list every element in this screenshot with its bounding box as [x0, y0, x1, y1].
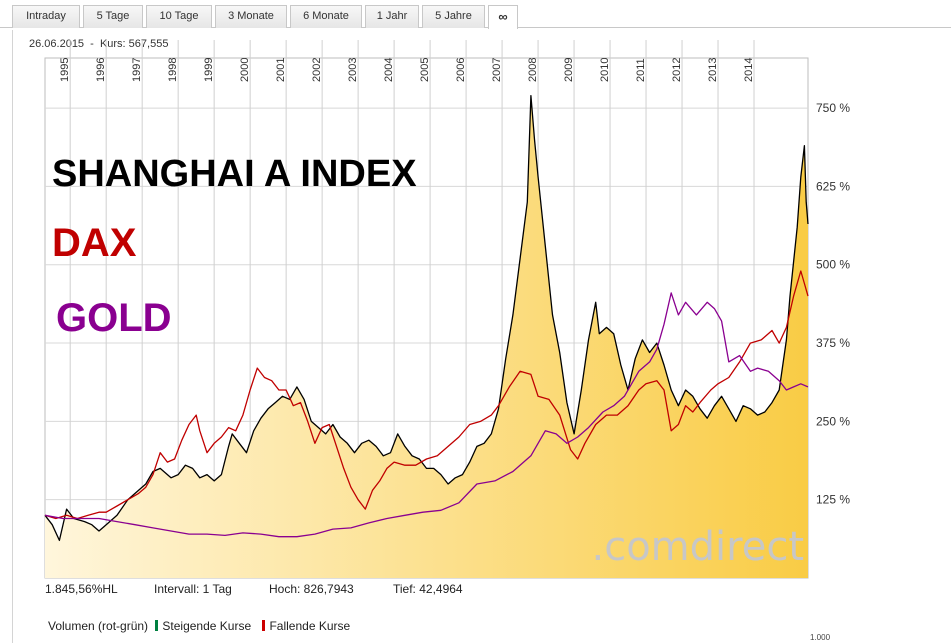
x-tick-label: 1995	[59, 58, 71, 82]
annotation-1: DAX	[52, 221, 137, 265]
low-stat: Tief: 42,4964	[393, 582, 463, 596]
x-tick-label: 1996	[95, 58, 107, 82]
series-area-0	[45, 95, 808, 578]
x-tick-label: 2006	[455, 58, 467, 82]
series-line-2	[44, 292, 809, 538]
x-tick-label: 2012	[671, 58, 683, 82]
rising-label: Steigende Kurse	[162, 619, 252, 633]
y-tick-label: 375 %	[816, 336, 850, 350]
tab-5-tage[interactable]: 5 Tage	[83, 5, 143, 28]
x-tick-label: 2001	[275, 58, 287, 82]
tab-10-tage[interactable]: 10 Tage	[146, 5, 212, 28]
series-line-0	[44, 94, 809, 542]
x-tick-label: 2010	[599, 58, 611, 82]
annotation-0: SHANGHAI A INDEX	[52, 153, 417, 195]
rising-legend-item: Steigende Kurse	[155, 619, 255, 633]
y-tick-label: 250 %	[816, 414, 850, 428]
falling-label: Fallende Kurse	[269, 619, 351, 633]
tab-5-jahre[interactable]: 5 Jahre	[422, 5, 485, 28]
x-tick-label: 2000	[239, 58, 251, 82]
annotation-2: GOLD	[56, 296, 172, 340]
x-tick-label: 2002	[311, 58, 323, 82]
volume-legend: Volumen (rot-grün) Steigende Kurse Falle…	[48, 619, 358, 633]
volume-axis-label: 1.000	[810, 633, 831, 642]
y-tick-label: 750 %	[816, 101, 850, 115]
falling-color-mark	[262, 620, 266, 631]
x-tick-label: 2011	[635, 58, 647, 82]
x-tick-label: 2007	[491, 58, 503, 82]
x-tick-label: 1998	[167, 58, 179, 82]
tab-6-monate[interactable]: 6 Monate	[290, 5, 362, 28]
x-tick-label: 1999	[203, 58, 215, 82]
watermark-logo: .comdirect	[592, 524, 805, 570]
tab-intraday[interactable]: Intraday	[12, 5, 80, 28]
x-tick-label: 2008	[527, 58, 539, 82]
tab-max[interactable]: ∞	[488, 5, 518, 29]
x-tick-label: 2004	[383, 58, 395, 82]
volume-label: Volumen (rot-grün)	[48, 619, 149, 633]
x-tick-label: 1997	[131, 58, 143, 82]
x-tick-label: 2013	[707, 58, 719, 82]
falling-legend-item: Fallende Kurse	[262, 619, 354, 633]
change-stat: 1.845,56%HL	[45, 582, 118, 596]
tab-3-monate[interactable]: 3 Monate	[215, 5, 287, 28]
x-tick-label: 2005	[419, 58, 431, 82]
interval-stat: Intervall: 1 Tag	[154, 582, 232, 596]
x-tick-label: 2009	[563, 58, 575, 82]
x-tick-label: 2003	[347, 58, 359, 82]
series-line-1	[44, 270, 809, 520]
rising-color-mark	[155, 620, 159, 631]
y-tick-label: 125 %	[816, 493, 850, 507]
tab-1-jahr[interactable]: 1 Jahr	[365, 5, 419, 28]
y-tick-label: 625 %	[816, 179, 850, 193]
high-stat: Hoch: 826,7943	[269, 582, 354, 596]
y-tick-label: 500 %	[816, 258, 850, 272]
x-tick-label: 2014	[743, 58, 755, 82]
